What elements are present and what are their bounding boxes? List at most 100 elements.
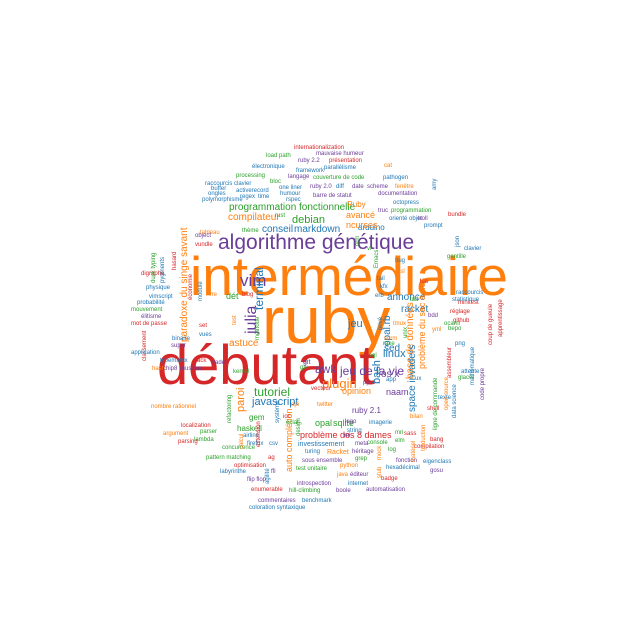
- word-localization: localization: [181, 423, 211, 429]
- word-labyrinthe: labyrinthe: [220, 469, 247, 475]
- word-ruby-cap: Ruby: [347, 200, 366, 209]
- word-coup-de-gueule: coup de gueule: [488, 303, 494, 345]
- word-gtk: gtk: [300, 365, 309, 371]
- word-log: log: [388, 447, 397, 453]
- word-open-source: open source: [444, 376, 450, 410]
- word-application: application: [131, 350, 160, 356]
- word-sql: sql: [369, 353, 377, 359]
- word-sass: sass: [404, 431, 417, 437]
- word-yml: yml: [432, 327, 442, 333]
- word-algorithme-genetique: algorithme génétique: [218, 231, 415, 254]
- word-time: time: [258, 194, 270, 200]
- word-vundle: vundle: [195, 242, 213, 248]
- word-parsing: parsing: [178, 439, 198, 445]
- word-haskell: haskell: [237, 424, 262, 433]
- word-chip8: chip8: [163, 366, 178, 372]
- word-shell: shell: [427, 406, 440, 412]
- word-racket-cap: Racket: [327, 449, 349, 456]
- word-badge: badge: [381, 476, 398, 482]
- word-sorm: sorm: [384, 336, 398, 342]
- word-refactoring: refactoring: [227, 394, 233, 423]
- word-barre-de-statut: barre de statut: [313, 193, 352, 199]
- word-assembleur: assembleur: [447, 346, 453, 378]
- word-mouvement: mouvement: [131, 307, 163, 313]
- word-optimisation: optimisation: [234, 463, 267, 469]
- word-commentaires: commentaires: [258, 498, 296, 504]
- word-opinion: opinion: [342, 386, 372, 396]
- word-set: set: [199, 323, 208, 329]
- word-conseil: conseil: [262, 224, 294, 235]
- word-boole: boole: [336, 488, 351, 494]
- word-pygments: pygments: [160, 256, 166, 283]
- word-tail: tail: [377, 276, 385, 282]
- word-string: string: [347, 428, 362, 434]
- word-api: api: [291, 402, 300, 408]
- word-electronique: électronique: [252, 164, 285, 170]
- word-kfx: kfx: [380, 284, 388, 290]
- word-troll: troll: [418, 216, 428, 222]
- word-raccourcis: raccourcis: [456, 290, 484, 296]
- word-truc: truc: [378, 208, 389, 214]
- word-economie: économie: [188, 273, 194, 300]
- word-editeur: éditeur: [350, 472, 369, 478]
- word-traduction: traduction: [421, 424, 427, 451]
- word-jeu-de-la-vie: jeu de la vie: [340, 364, 405, 378]
- word-programmation: programmation: [391, 208, 432, 214]
- word-unix: unix: [403, 326, 409, 338]
- word-firefox: firefox: [247, 441, 264, 447]
- word-gosu: gosu: [430, 468, 444, 474]
- word-paroi: paroi: [235, 387, 247, 412]
- word-pathogen: pathogen: [383, 175, 409, 181]
- word-extension: extension: [256, 421, 262, 447]
- word-internationalization: internationalization: [294, 145, 345, 151]
- word-reglage: réglage: [450, 309, 471, 315]
- word-rust: rust: [275, 213, 286, 219]
- word-java: java: [337, 472, 349, 478]
- word-parser: parser: [200, 429, 218, 435]
- word-ruby-2-2: ruby 2.2: [298, 158, 320, 164]
- word-plugin: plugin: [322, 376, 357, 391]
- word-digraphe: digraphe: [141, 271, 165, 277]
- word-documentation: documentation: [378, 191, 418, 197]
- word-vi: vi: [367, 246, 372, 252]
- word-presentation: présentation: [329, 158, 363, 164]
- word-ioc: ioc: [283, 414, 291, 420]
- word-elm: elm: [395, 438, 405, 444]
- word-vimscript: vimscript: [149, 294, 173, 300]
- word-mi: mi: [344, 433, 351, 439]
- word-enumerable: enumerable: [251, 487, 283, 493]
- word-agilite: agilité: [265, 468, 271, 484]
- word-code-propre: code propre: [480, 367, 486, 400]
- word-livre: livre: [206, 292, 218, 298]
- word-systeme: système: [275, 400, 281, 423]
- word-classement: classement: [142, 330, 148, 361]
- word-bug: bug: [395, 258, 406, 264]
- word-polymorphisme: polymorphisme: [202, 197, 243, 203]
- word-dsl: dsl: [397, 269, 405, 275]
- word-ffi: ffi: [271, 469, 276, 475]
- word-emacs: Emacs: [374, 249, 380, 268]
- word-tableau: tableau: [200, 230, 220, 236]
- word-javascript: javascript: [252, 396, 299, 408]
- word-hexadecimal: hexadécimal: [386, 465, 420, 471]
- word-argument: argument: [163, 431, 189, 437]
- word-bloc: bloc: [270, 179, 282, 185]
- word-stub: stub: [377, 466, 383, 478]
- word-blog: blog: [242, 292, 254, 298]
- word-sqlite: sqlite: [333, 418, 355, 428]
- word-compilation: compilation: [414, 444, 445, 450]
- word-processing: processing: [236, 173, 266, 179]
- word-git: git: [303, 359, 311, 366]
- word-ocaml: ocaml: [444, 321, 461, 327]
- word-lua: lua: [420, 279, 429, 285]
- word-eclat: éclat: [286, 420, 299, 426]
- word-orm: orm: [355, 235, 361, 246]
- word-bdd: bdd: [428, 313, 439, 319]
- word-awk: awk: [315, 362, 337, 376]
- word-parallelisme: parallélisme: [324, 165, 357, 171]
- word-tutoriel: tutoriel: [254, 385, 291, 399]
- word-materiel: matériel: [411, 440, 417, 462]
- word-object: object: [195, 233, 212, 239]
- word-couverture-de-code: couverture de code: [313, 175, 365, 181]
- word-rake: rake: [383, 341, 395, 347]
